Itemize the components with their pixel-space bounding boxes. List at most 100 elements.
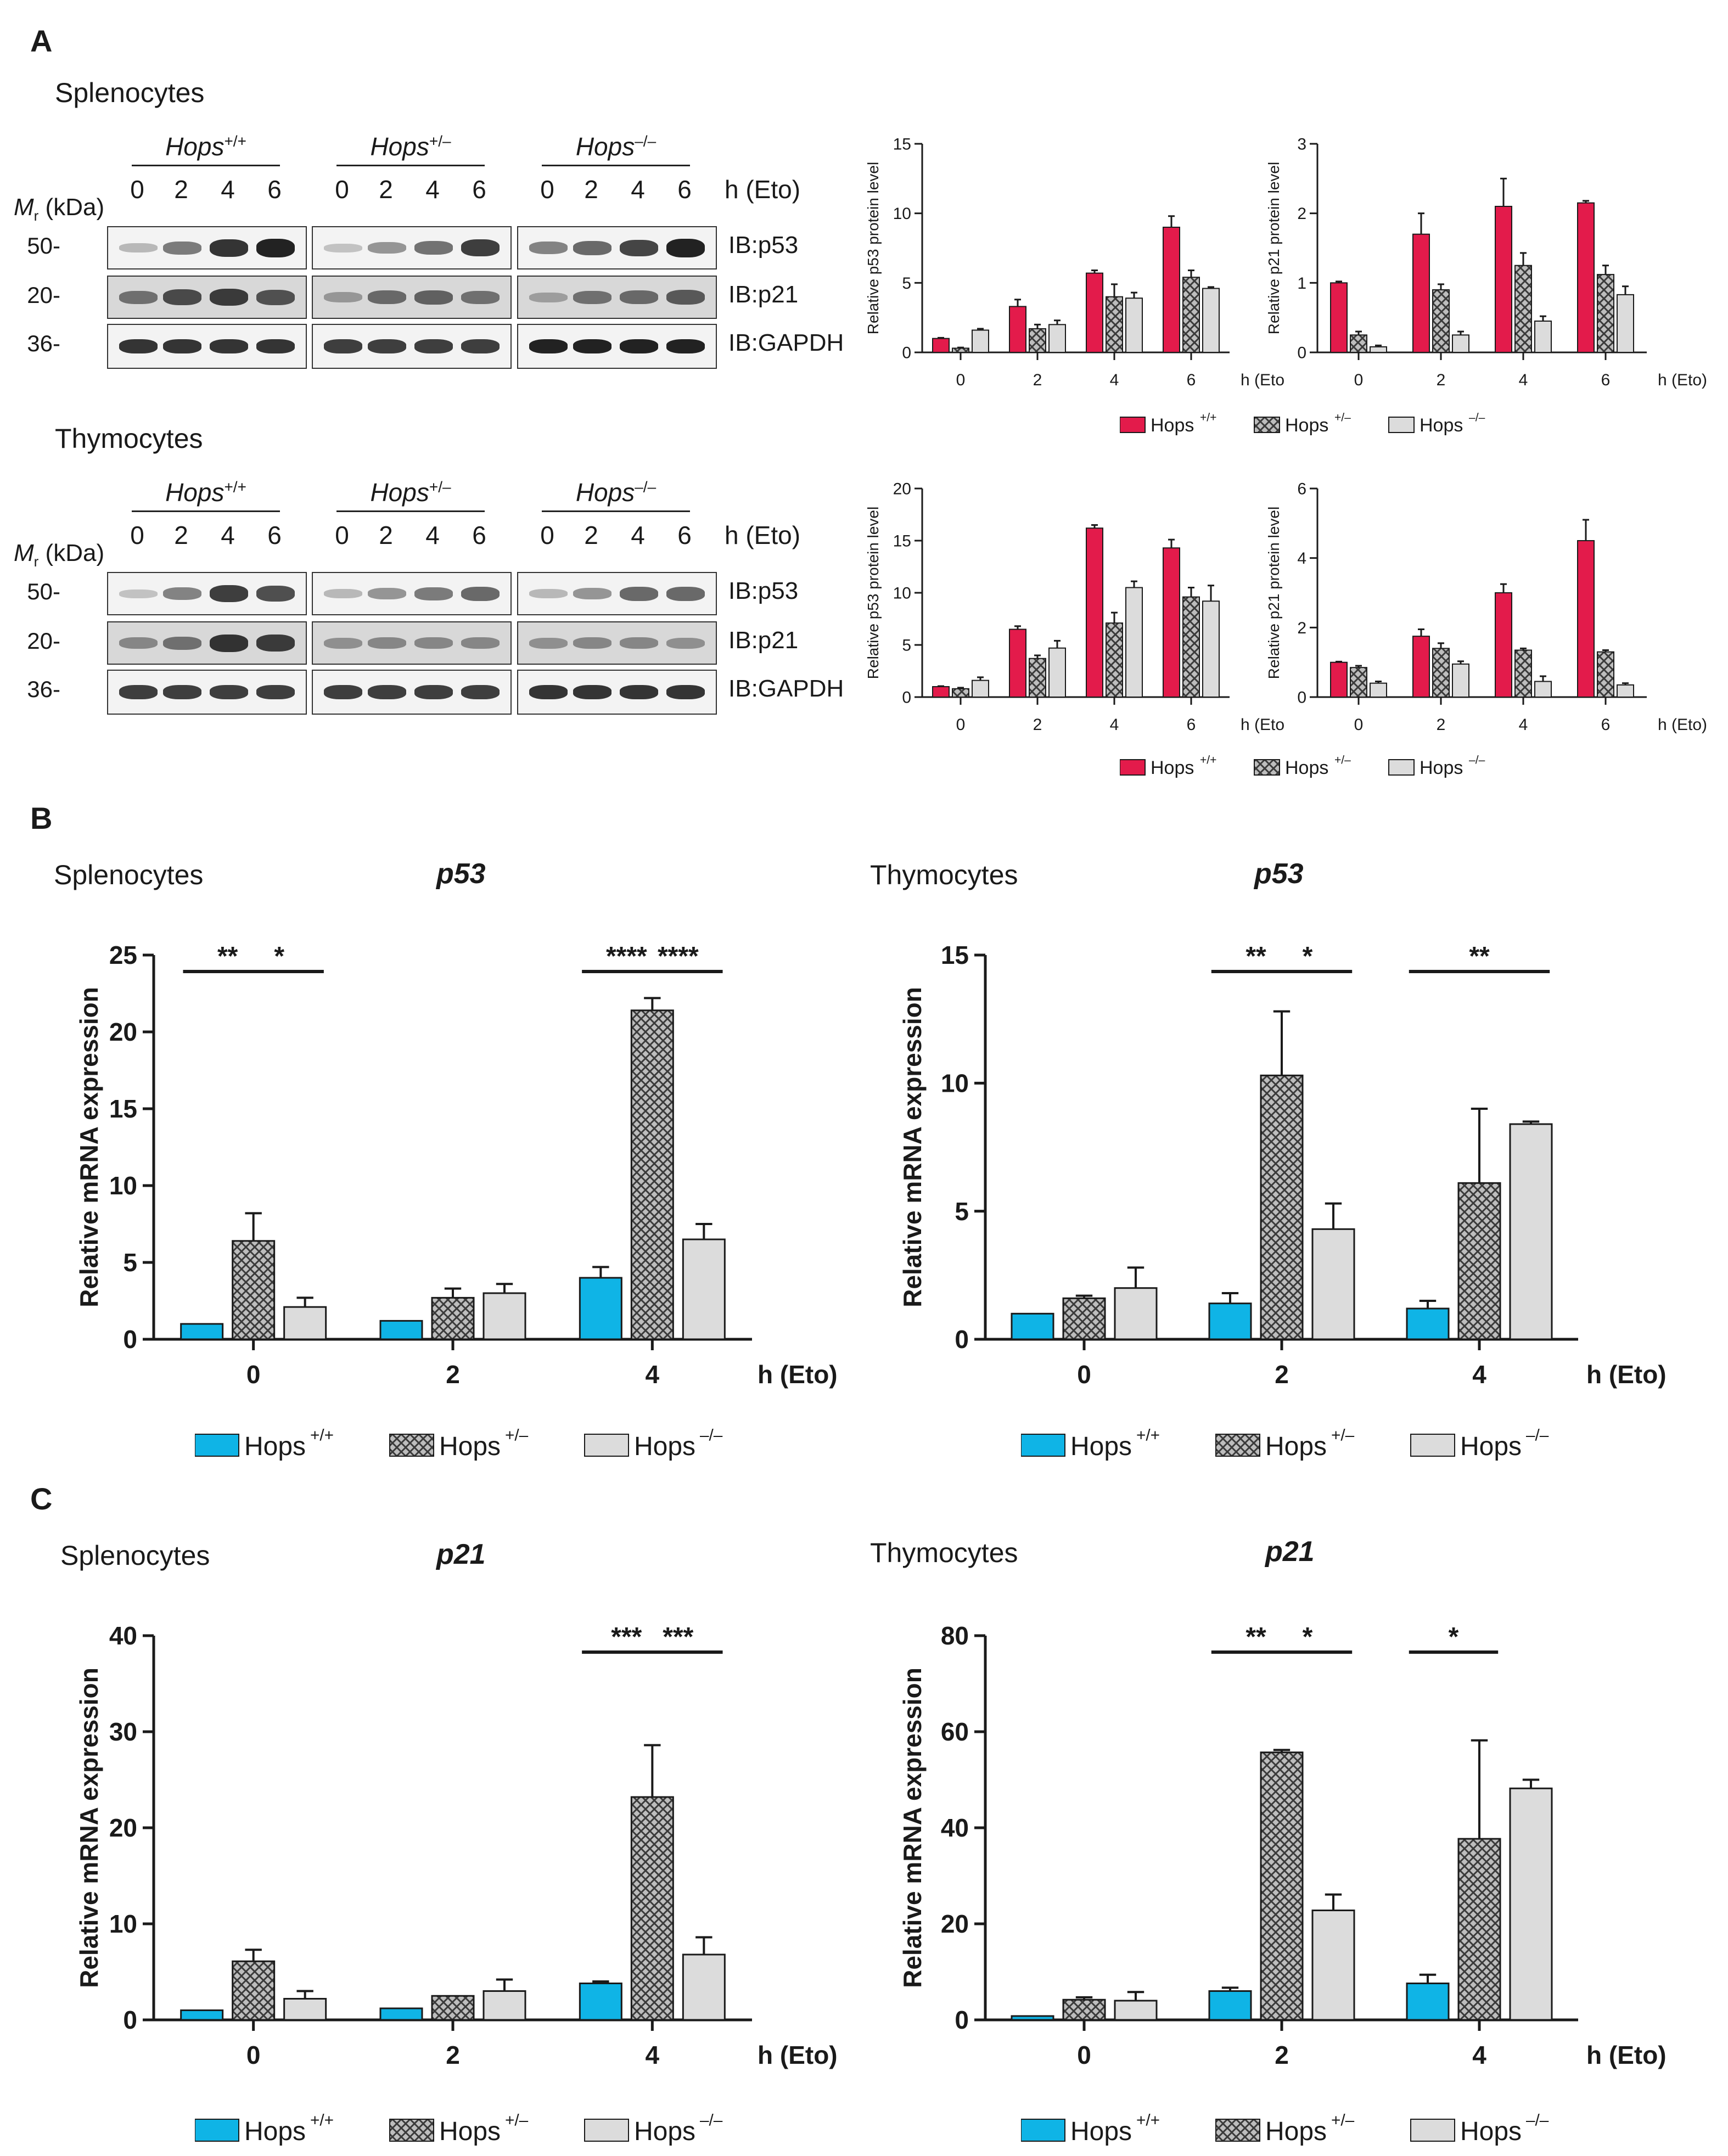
- mw-marker: 50-: [27, 579, 60, 604]
- protein-band: [256, 586, 295, 602]
- gel-strip: [107, 670, 307, 715]
- bar: [1534, 321, 1552, 353]
- bar: [1412, 233, 1430, 353]
- bar: [180, 1323, 224, 1340]
- bar: [1457, 1182, 1501, 1340]
- chart-spl-p53-protein: 0 5 10 15 Relative p53 protein level 0 2 4 6 h (E…: [865, 136, 1284, 390]
- section-title-b-splenocytes: Splenocytes: [54, 860, 204, 890]
- bar: [1406, 1983, 1450, 2021]
- x-tick-label: 6: [1187, 716, 1196, 734]
- legend-swatch: [1388, 417, 1415, 433]
- protein-band: [620, 239, 658, 256]
- legend-protein-splenocytes: Hops +/+ Hops +/– Hops –/–: [1120, 411, 1485, 436]
- bar: [232, 1960, 276, 2021]
- significance-mark: **: [217, 942, 238, 971]
- mr-unit: (kDa): [38, 194, 105, 221]
- y-tick-label: 4: [1297, 549, 1306, 568]
- protein-band: [210, 685, 248, 699]
- protein-band: [256, 339, 295, 353]
- lane-time-label: 2: [174, 521, 188, 549]
- bar: [1208, 1990, 1252, 2021]
- lane-time-label: 4: [425, 175, 440, 204]
- genotype-base: Hops: [370, 132, 429, 161]
- lane-time-label: 4: [221, 175, 235, 204]
- protein-band: [414, 241, 453, 255]
- bar: [1029, 328, 1046, 353]
- bar: [1514, 265, 1532, 353]
- x-tick-label: 0: [1354, 716, 1364, 734]
- y-tick-label: 0: [955, 1325, 969, 1354]
- gene-title-c-spl: p21: [436, 1539, 486, 1570]
- legend-swatch: [1410, 1434, 1455, 1457]
- bar: [1311, 1228, 1355, 1340]
- bar: [1260, 1751, 1304, 2021]
- protein-band: [324, 292, 362, 302]
- protein-band: [119, 243, 158, 252]
- mr-sub: r: [33, 207, 39, 224]
- bar: [1370, 682, 1387, 698]
- genotype-base: Hops: [370, 478, 429, 507]
- bar: [1330, 282, 1348, 353]
- y-tick-label: 10: [893, 585, 911, 603]
- legend-protein-thymocytes: Hops +/+ Hops +/– Hops –/–: [1120, 754, 1485, 778]
- legend-sup: +/–: [1334, 754, 1351, 766]
- protein-band: [666, 685, 705, 699]
- bar: [1011, 1312, 1054, 1340]
- genotype-base: Hops: [575, 132, 635, 161]
- protein-band: [324, 637, 362, 649]
- panel-letter-b: B: [30, 801, 53, 835]
- y-axis-title: Relative p53 protein level: [865, 162, 882, 334]
- protein-band: [620, 339, 658, 353]
- bar: [952, 347, 969, 353]
- legend-label: Hops: [1151, 415, 1194, 436]
- protein-band: [573, 290, 611, 304]
- lane-time-label: 4: [631, 175, 645, 204]
- bar: [1009, 628, 1026, 698]
- y-tick-label: 40: [109, 1621, 137, 1650]
- section-title-b-thymocytes: Thymocytes: [870, 860, 1018, 890]
- lane-time-label: 0: [130, 521, 144, 549]
- bar: [1086, 272, 1103, 353]
- legend-sup: +/–: [1331, 2112, 1355, 2130]
- genotype-underline: [336, 510, 485, 512]
- x-tick-label: 0: [956, 371, 966, 389]
- legend-sup: +/+: [1200, 754, 1216, 766]
- protein-band: [573, 339, 611, 353]
- mr-symbol: M: [14, 194, 34, 221]
- gel-strip: [312, 621, 512, 665]
- protein-band: [620, 637, 658, 649]
- y-tick-label: 0: [955, 2006, 969, 2034]
- legend-label: Hops: [1285, 757, 1328, 778]
- ib-label: IB:p21: [728, 281, 799, 308]
- bar: [1114, 1287, 1158, 1340]
- y-tick-label: 5: [902, 637, 911, 655]
- protein-band: [666, 238, 705, 257]
- y-axis-title: Relative mRNA expression: [75, 1667, 103, 1988]
- lane-time-label: 6: [472, 521, 486, 549]
- legend-label: Hops: [1070, 1432, 1132, 1461]
- chart-c-thy-p21-mrna: 0 20 40 60 80 Relative mRNA expression 0 2 4 h (E…: [898, 1621, 1667, 2069]
- bar: [1163, 227, 1180, 353]
- genotype-sup: –/–: [635, 132, 657, 150]
- lane-time-label: 0: [335, 175, 349, 204]
- blot-genotype-label: Hops+/+: [124, 132, 288, 161]
- legend-label: Hops: [1460, 2117, 1522, 2146]
- x-axis-title: h (Eto): [758, 2041, 838, 2069]
- genotype-underline: [542, 510, 690, 512]
- y-tick-label: 20: [893, 480, 911, 498]
- legend-swatch: [1410, 2119, 1455, 2142]
- legend-sup: +/–: [1334, 411, 1351, 424]
- genotype-sup: +/–: [429, 478, 451, 496]
- protein-band: [163, 636, 201, 650]
- protein-band: [324, 339, 362, 353]
- bar: [1577, 540, 1595, 698]
- mr-label: Mr (kDa): [14, 194, 104, 224]
- blot-section-thymocytes: Thymocytes Hops+/+ 0 2 4 6 Hops+/– 0 2 4 6 Hops–/– 0…: [0, 423, 867, 730]
- x-tick-label: 2: [1033, 371, 1042, 389]
- bar: [630, 1009, 674, 1340]
- bar: [1577, 202, 1595, 353]
- bar: [1350, 667, 1367, 698]
- protein-band: [324, 243, 362, 252]
- lane-time-label: 6: [472, 175, 486, 204]
- bar: [1509, 1787, 1553, 2021]
